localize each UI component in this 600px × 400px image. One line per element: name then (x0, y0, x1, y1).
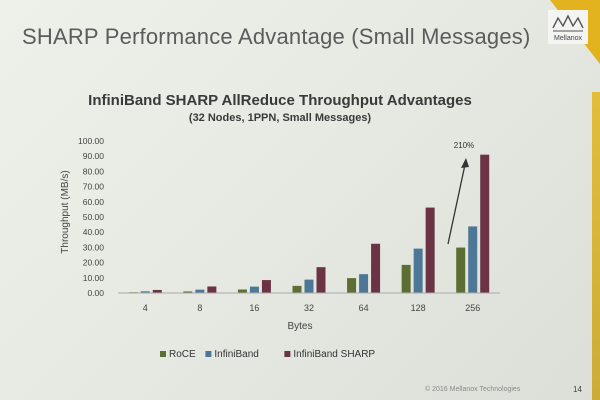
bar-infiniband-sharp (152, 289, 162, 293)
annotation-arrowhead (461, 158, 469, 168)
bar-infiniband-sharp (425, 207, 435, 293)
y-tick-label: 20.00 (83, 258, 105, 268)
bar-infiniband-sharp (207, 286, 217, 293)
y-axis-label: Throughput (MB/s) (60, 170, 71, 253)
y-tick-label: 10.00 (83, 273, 105, 283)
bar-infiniband-sharp (316, 267, 326, 293)
bar-infiniband (468, 226, 478, 293)
mellanox-logo: Mellanox (548, 0, 600, 64)
bar-infiniband (359, 274, 369, 293)
y-tick-label: 80.00 (83, 166, 105, 176)
x-tick-label: 16 (249, 303, 259, 313)
y-tick-label: 70.00 (83, 182, 105, 192)
brand-name: Mellanox (554, 35, 583, 42)
legend-label: InfiniBand SHARP (293, 349, 375, 360)
bar-roce (401, 264, 411, 293)
bar-infiniband (249, 286, 259, 293)
x-tick-label: 256 (465, 303, 480, 313)
y-tick-label: 100.00 (78, 136, 104, 146)
bar-infiniband (413, 248, 423, 293)
x-tick-label: 4 (143, 303, 148, 313)
bar-roce (292, 285, 302, 293)
accent-band (592, 92, 600, 400)
y-tick-label: 40.00 (83, 227, 105, 237)
x-tick-label: 128 (411, 303, 426, 313)
legend-label: RoCE (169, 349, 196, 360)
bar-infiniband-sharp (261, 280, 271, 293)
bar-infiniband (304, 279, 314, 293)
legend-swatch (160, 351, 166, 357)
bar-infiniband (140, 291, 150, 293)
x-tick-label: 64 (359, 303, 369, 313)
y-tick-label: 50.00 (83, 212, 105, 222)
y-tick-label: 90.00 (83, 151, 105, 161)
legend-label: InfiniBand (214, 349, 258, 360)
chart-title: InfiniBand SHARP AllReduce Throughput Ad… (88, 92, 472, 109)
copyright: © 2016 Mellanox Technologies (425, 386, 521, 393)
page-number: 14 (573, 385, 582, 394)
chart-subtitle: (32 Nodes, 1PPN, Small Messages) (188, 112, 372, 124)
x-axis-label: Bytes (287, 321, 312, 332)
bar-infiniband (195, 289, 205, 293)
bar-roce (347, 278, 357, 293)
legend-swatch (284, 351, 291, 357)
bar-infiniband-sharp (371, 243, 381, 293)
bar-roce (183, 291, 193, 293)
annotation-label: 210% (454, 141, 474, 150)
bar-infiniband-sharp (480, 154, 490, 293)
bar-roce (456, 247, 466, 293)
annotation-arrow (447, 159, 467, 245)
bar-roce (237, 289, 247, 293)
slide-title: SHARP Performance Advantage (Small Messa… (22, 24, 531, 49)
y-tick-label: 60.00 (83, 197, 105, 207)
x-tick-label: 32 (304, 303, 314, 313)
x-tick-label: 8 (197, 303, 202, 313)
legend-swatch (205, 351, 212, 357)
y-tick-label: 0.00 (87, 288, 104, 298)
y-tick-label: 30.00 (83, 242, 105, 252)
